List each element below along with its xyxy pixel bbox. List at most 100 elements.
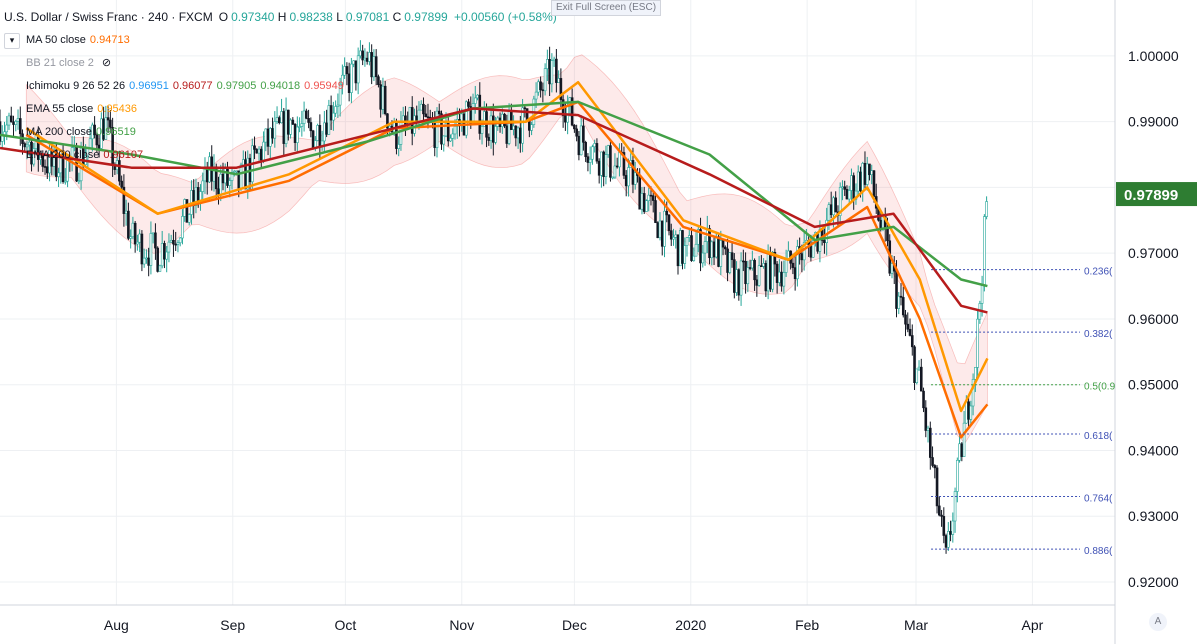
candle-body [109, 119, 112, 128]
candle-body [956, 460, 959, 492]
indicator-name: EMA 200 close [26, 149, 100, 161]
candle-body [127, 210, 130, 239]
candle-body [868, 163, 871, 176]
candle-body [690, 235, 693, 261]
candle-body [861, 162, 865, 192]
candle-body [739, 260, 743, 296]
indicator-row[interactable]: MA 200 close 0.96519 [4, 121, 557, 144]
candle-body [852, 175, 856, 200]
candle-body [647, 194, 651, 202]
candle-body [422, 103, 425, 115]
candle-body [933, 465, 937, 469]
indicator-row[interactable]: BB 21 close 2 ⊘ [4, 52, 557, 75]
fib-level-label: 0.5(0.9 [1084, 382, 1116, 393]
candle-body [681, 230, 684, 264]
candle-body [845, 189, 849, 200]
candle-body [9, 115, 13, 123]
candle-body [886, 228, 889, 242]
symbol-title: U.S. Dollar / Swiss Franc · 240 · FXCM [4, 10, 213, 24]
candle-body [762, 263, 765, 267]
candle-body [582, 125, 585, 143]
fib-level-label: 0.382( [1084, 329, 1113, 340]
indicator-name: BB 21 close 2 [26, 57, 94, 69]
candle-body [615, 165, 619, 168]
candle-body [838, 187, 842, 216]
candle-body [232, 171, 236, 173]
candle-body [958, 443, 961, 461]
candle-body [775, 263, 779, 283]
fib-level-label: 0.236( [1084, 267, 1113, 278]
exit-fullscreen-button[interactable]: Exit Full Screen (ESC) [551, 0, 662, 16]
indicator-row[interactable]: EMA 55 close 0.95436 [4, 98, 557, 121]
candle-body [895, 270, 898, 309]
candle-body [196, 187, 200, 202]
collapse-legend-button[interactable]: ▾ [4, 32, 20, 49]
candle-body [435, 110, 439, 148]
candle-body [334, 106, 337, 114]
candle-body [217, 188, 220, 195]
candle-body [609, 145, 612, 178]
candle-body [480, 126, 484, 134]
candle-body [172, 240, 175, 245]
candle-body [613, 165, 617, 178]
auto-scale-button[interactable]: A [1149, 613, 1167, 631]
candle-body [638, 175, 642, 210]
candle-body [57, 172, 60, 177]
indicator-line [0, 107, 988, 314]
candle-body [757, 265, 761, 286]
y-tick-label: 0.94000 [1128, 442, 1179, 458]
candle-body [32, 148, 36, 165]
open-value: 0.97340 [231, 10, 275, 24]
candle-body [467, 101, 470, 107]
x-tick-label: Sep [220, 617, 245, 633]
candle-body [624, 175, 628, 187]
x-tick-label: Aug [104, 617, 129, 633]
indicator-value: 0.94018 [260, 80, 301, 92]
hidden-eye-icon[interactable]: ⊘ [101, 57, 112, 69]
candle-body [660, 220, 664, 247]
x-tick-label: Mar [904, 617, 928, 633]
candle-body [726, 248, 729, 273]
candle-body [825, 219, 828, 244]
candle-body [579, 125, 583, 156]
ichimoku-cloud [25, 54, 988, 444]
candle-body [124, 210, 128, 214]
candle-body [971, 379, 975, 407]
candle-body [917, 366, 921, 370]
candle-body [604, 154, 608, 177]
candle-body [253, 145, 256, 150]
indicator-row[interactable]: Ichimoku 9 26 52 26 0.96951 0.96077 0.97905… [4, 75, 557, 98]
candle-body [539, 81, 542, 91]
close-value: 0.97899 [404, 10, 448, 24]
candle-body [897, 295, 901, 309]
candle-body [983, 216, 986, 286]
candle-body [823, 240, 826, 244]
candle-body [931, 457, 934, 466]
indicator-value: 0.97905 [216, 80, 257, 92]
candle-body [627, 167, 630, 187]
candle-body [573, 124, 576, 130]
candle-body [703, 241, 707, 254]
candle-body [865, 163, 869, 185]
candle-body [656, 222, 660, 239]
indicator-row[interactable]: ▾ MA 50 close 0.94713 [4, 29, 557, 52]
candle-body [859, 171, 862, 192]
candle-body [890, 263, 894, 274]
candle-body [631, 160, 635, 185]
candle-body [951, 520, 955, 535]
indicator-name: Ichimoku 9 26 52 26 [26, 80, 126, 92]
candle-body [600, 151, 603, 176]
candle-body [570, 97, 574, 126]
y-tick-label: 0.95000 [1128, 377, 1179, 393]
indicator-value: 0.96107 [103, 149, 144, 161]
y-tick-label: 0.92000 [1128, 574, 1179, 590]
candle-body [847, 190, 851, 200]
x-tick-label: Feb [795, 617, 819, 633]
candle-body [633, 172, 637, 185]
candle-body [158, 265, 162, 272]
candle-body [602, 151, 605, 177]
candle-body [715, 236, 718, 258]
indicator-row[interactable]: EMA 200 close 0.96107 [4, 144, 557, 167]
y-tick-label: 0.97000 [1128, 245, 1179, 261]
